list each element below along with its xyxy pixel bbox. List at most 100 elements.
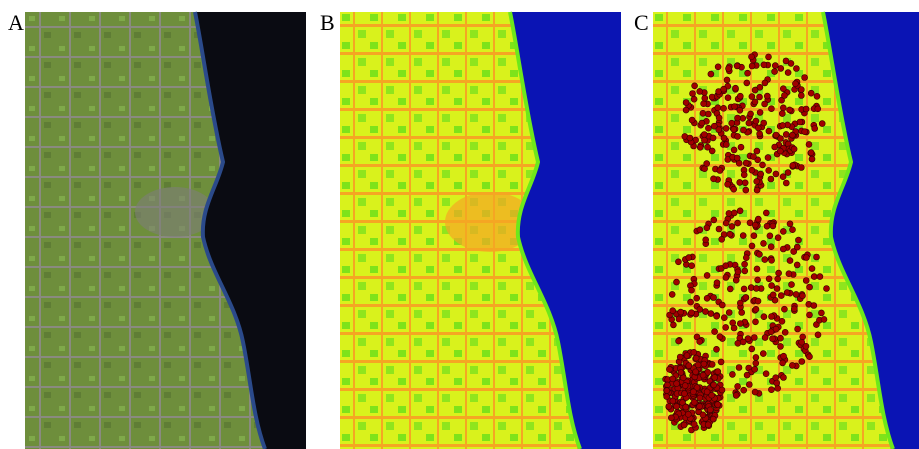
point	[760, 313, 768, 321]
point	[670, 321, 677, 329]
point	[806, 353, 813, 361]
point	[677, 369, 685, 376]
point	[714, 401, 721, 408]
point	[673, 380, 680, 387]
point	[741, 267, 749, 275]
point	[752, 318, 759, 326]
point	[751, 388, 759, 396]
point	[743, 79, 751, 87]
point	[786, 106, 793, 114]
point	[789, 162, 797, 169]
point	[732, 276, 740, 284]
point	[696, 226, 704, 234]
point	[745, 119, 753, 127]
point	[692, 368, 699, 376]
point	[761, 100, 768, 108]
panel-label: C	[634, 10, 649, 35]
point	[786, 220, 794, 228]
point	[765, 53, 772, 61]
point	[675, 258, 682, 266]
point	[709, 134, 717, 142]
point	[688, 286, 695, 294]
point	[687, 298, 694, 306]
point	[740, 386, 747, 394]
point	[708, 361, 716, 368]
point	[756, 251, 763, 258]
point	[811, 125, 818, 132]
point	[802, 277, 810, 284]
point	[795, 236, 802, 244]
point	[748, 62, 756, 70]
point	[754, 276, 761, 284]
point	[768, 386, 775, 394]
point	[778, 292, 785, 299]
point	[762, 370, 770, 378]
point	[810, 273, 818, 280]
point	[751, 98, 759, 106]
point	[734, 383, 741, 390]
point	[694, 361, 702, 369]
point	[685, 254, 693, 261]
point	[727, 285, 734, 293]
point	[693, 384, 701, 391]
point	[746, 381, 753, 388]
point	[750, 232, 758, 239]
point	[780, 352, 787, 360]
point	[728, 223, 736, 230]
point	[737, 143, 745, 151]
point	[755, 124, 762, 132]
point	[720, 85, 727, 93]
urban-core	[445, 192, 535, 252]
point	[768, 257, 775, 264]
point	[748, 166, 756, 174]
point	[710, 381, 718, 389]
point	[792, 80, 799, 87]
point	[773, 379, 780, 387]
point	[691, 82, 698, 90]
point	[751, 86, 759, 94]
point	[798, 86, 805, 93]
panel-label: A	[8, 10, 24, 35]
point	[707, 310, 715, 317]
point	[710, 216, 718, 224]
point	[730, 126, 738, 133]
shoreline	[821, 11, 895, 449]
point	[780, 85, 787, 92]
point	[784, 69, 792, 76]
shoreline	[508, 11, 582, 449]
point	[767, 175, 775, 183]
point	[751, 334, 758, 341]
point	[668, 291, 676, 298]
point	[753, 178, 760, 185]
point	[777, 147, 784, 155]
point	[720, 134, 728, 142]
point	[743, 254, 750, 261]
point	[798, 338, 805, 346]
point	[682, 106, 690, 114]
point	[759, 161, 766, 169]
point	[768, 105, 775, 112]
point	[752, 359, 760, 367]
point-cluster	[662, 51, 830, 434]
point	[753, 186, 761, 194]
point	[667, 414, 675, 422]
point	[713, 279, 721, 287]
point	[728, 119, 735, 127]
point	[738, 309, 745, 316]
point	[736, 179, 743, 186]
point	[736, 107, 744, 114]
point	[789, 131, 796, 139]
point	[710, 122, 718, 130]
point	[818, 309, 825, 317]
point	[696, 88, 704, 95]
point	[742, 159, 750, 167]
point	[743, 371, 751, 379]
point	[686, 134, 694, 142]
point	[693, 294, 701, 302]
point	[814, 105, 822, 113]
point	[702, 308, 709, 315]
point	[810, 302, 818, 309]
point	[798, 358, 806, 365]
point	[681, 390, 688, 397]
point	[783, 289, 791, 296]
